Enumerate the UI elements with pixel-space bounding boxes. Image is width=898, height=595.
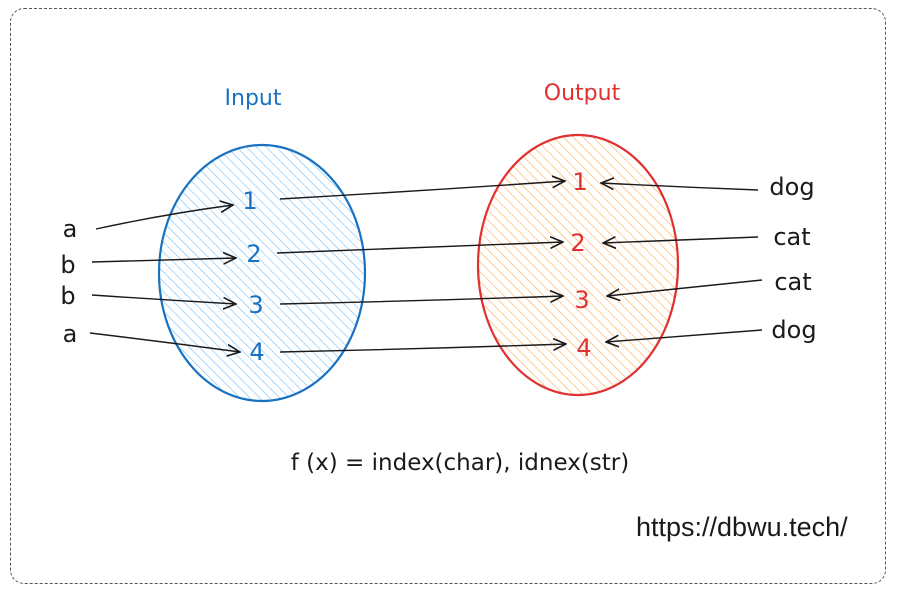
arrow-dog-to-1 xyxy=(601,183,759,191)
input-node: 3 xyxy=(248,291,263,319)
right-label: dog xyxy=(771,316,816,344)
output-node: 4 xyxy=(576,334,591,362)
left-label: a xyxy=(63,320,78,348)
input-node: 4 xyxy=(249,338,264,366)
output-title: Output xyxy=(544,81,621,106)
output-node: 2 xyxy=(570,229,585,257)
arrow-a-to-1 xyxy=(95,205,233,230)
arrow-dog-to-4 xyxy=(606,329,763,342)
left-label: b xyxy=(60,282,75,310)
right-label: cat xyxy=(773,223,810,251)
dashed-frame xyxy=(10,8,886,584)
arrow-a-to-4 xyxy=(89,332,240,352)
output-set-ellipse xyxy=(476,133,680,397)
left-label: b xyxy=(60,251,75,279)
right-label: dog xyxy=(769,173,814,201)
source-url: https://dbwu.tech/ xyxy=(636,512,848,542)
formula: f (x) = index(char), idnex(str) xyxy=(291,450,629,476)
output-node: 1 xyxy=(572,168,587,196)
input-title: Input xyxy=(225,86,282,111)
arrow-4-to-4 xyxy=(279,344,566,353)
arrow-b-to-3 xyxy=(91,294,236,304)
arrow-2-to-2 xyxy=(276,242,563,254)
left-label: a xyxy=(63,215,78,243)
input-set-ellipse xyxy=(157,143,367,403)
arrow-1-to-1 xyxy=(279,181,565,200)
arrow-3-to-3 xyxy=(279,296,563,305)
arrow-cat-to-2 xyxy=(603,237,759,243)
input-node: 1 xyxy=(242,187,257,215)
output-node: 3 xyxy=(574,286,589,314)
arrow-cat-to-3 xyxy=(607,279,763,296)
arrow-b-to-2 xyxy=(91,258,236,262)
right-label: cat xyxy=(774,268,811,296)
input-node: 2 xyxy=(246,240,261,268)
